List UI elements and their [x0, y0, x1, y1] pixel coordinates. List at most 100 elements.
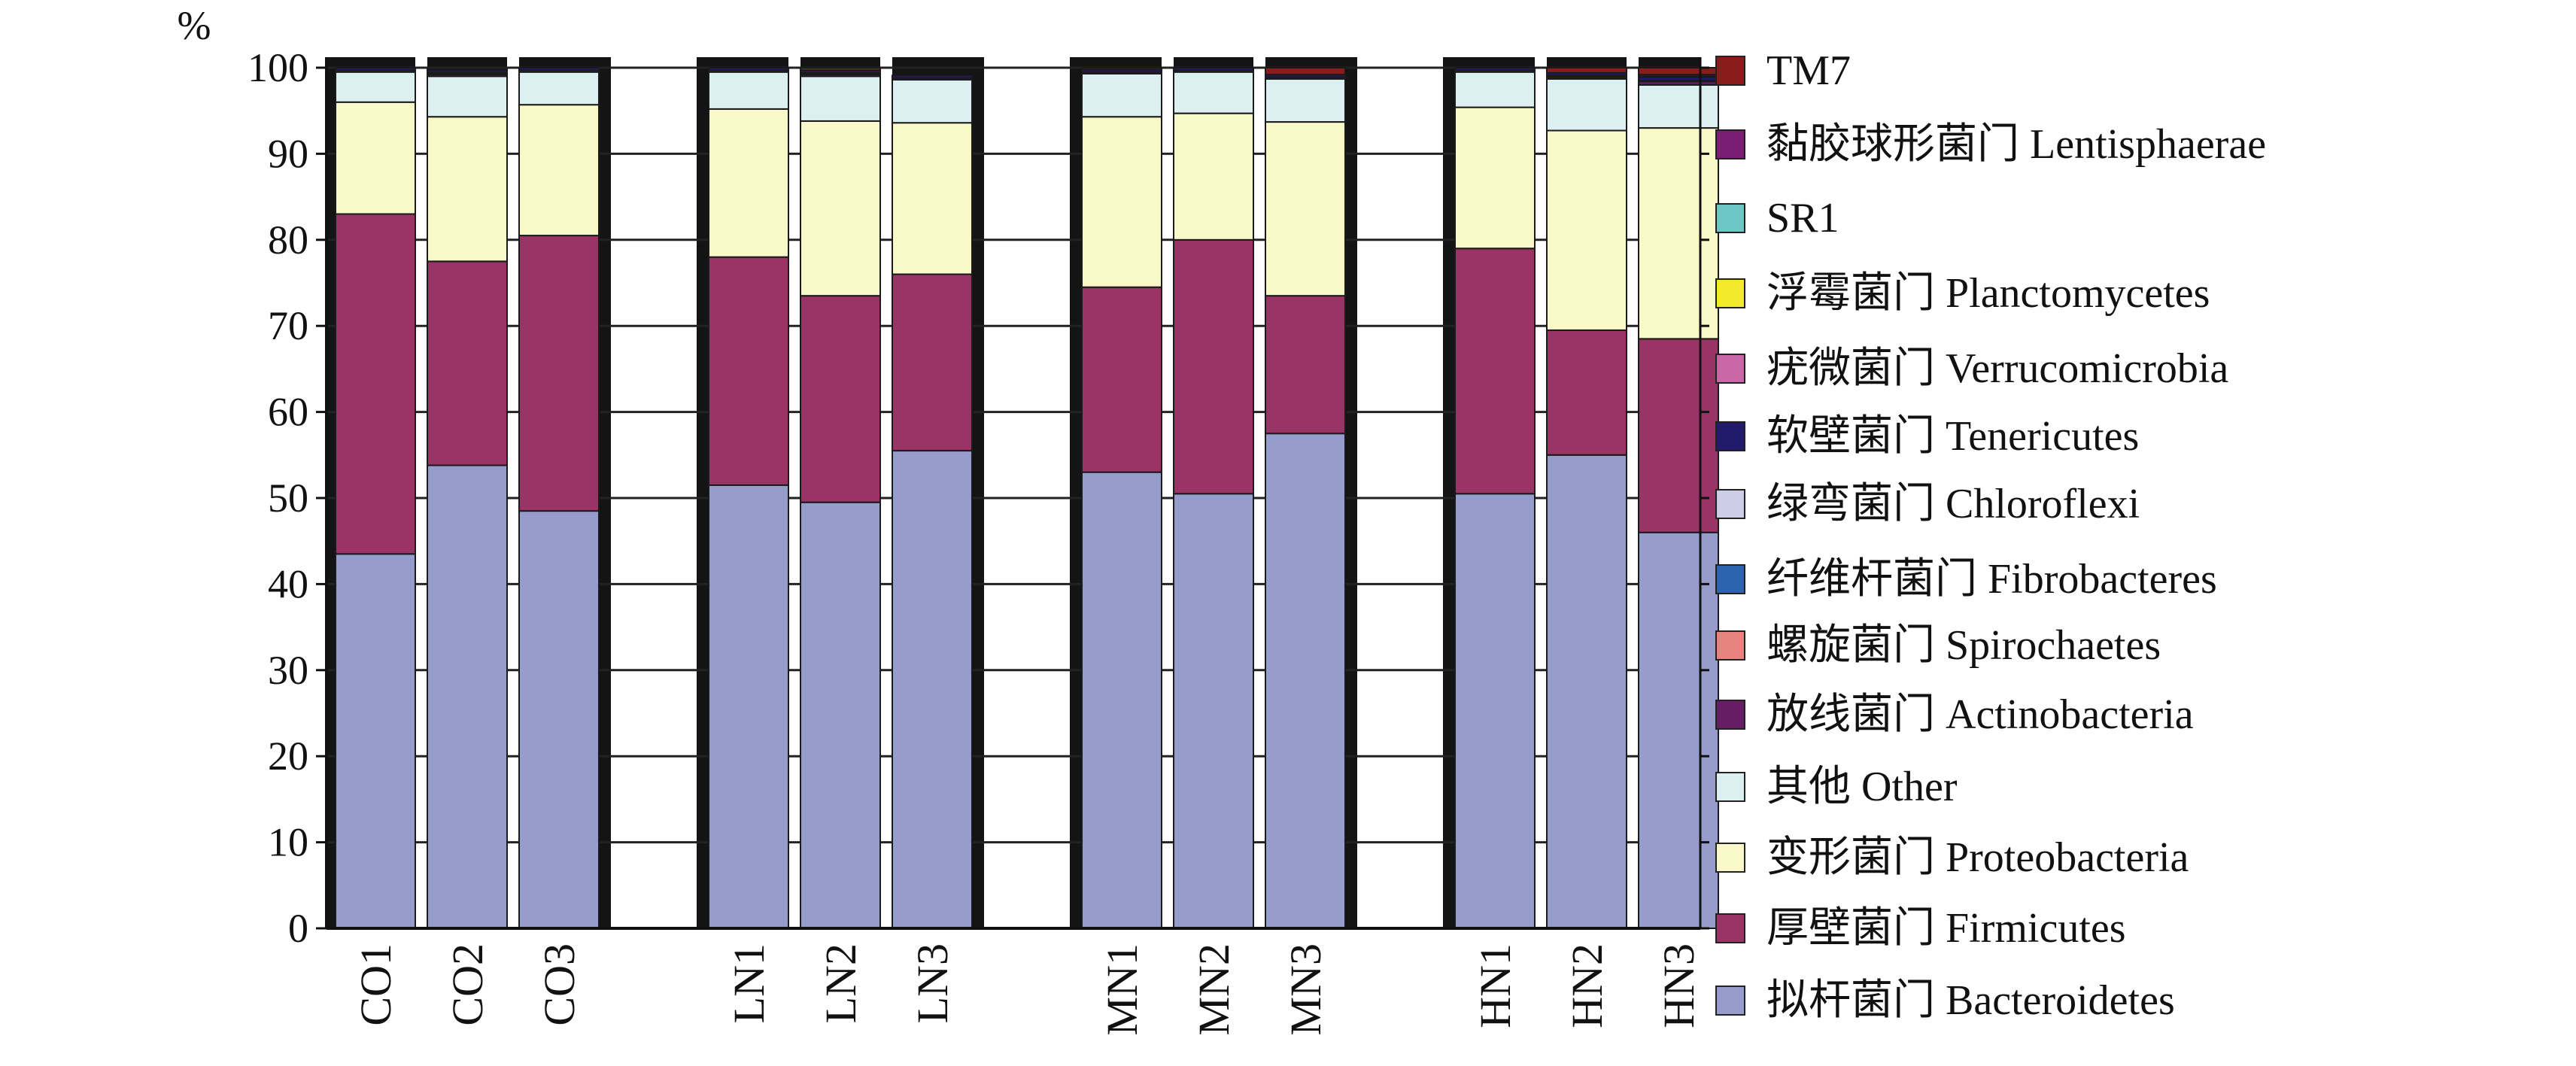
- legend-label: 拟杆菌门 Bacteroidetes: [1766, 977, 2175, 1024]
- bar-segment: [335, 67, 416, 71]
- legend-swatch: [1715, 986, 1745, 1016]
- bars-layer: [335, 67, 1719, 929]
- x-tick-label: LN2: [816, 943, 865, 1023]
- legend-swatch: [1715, 129, 1745, 159]
- bar-gap: [1253, 57, 1265, 928]
- bar-segment: [800, 75, 881, 122]
- y-tick-label: 80: [268, 217, 308, 263]
- bar-segment: [335, 553, 416, 929]
- legend-label: 黏胶球形菌门 Lentisphaerae: [1766, 121, 2267, 168]
- bar-segment: [800, 501, 881, 929]
- legend-label: 变形菌门 Proteobacteria: [1766, 834, 2189, 881]
- axes-layer: 0 10 20 30 40 50 60 70 80 90 100 CO1 CO2 CO3 LN1 LN2 LN3…: [248, 45, 1709, 1035]
- legend-swatch: [1715, 700, 1745, 730]
- legend-label: 浮霉菌门 Planctomycetes: [1766, 270, 2210, 317]
- bar-segment: [1546, 129, 1627, 331]
- y-tick-label: 70: [268, 303, 308, 348]
- bar-segment: [1454, 106, 1536, 250]
- x-tick-label: HN1: [1471, 943, 1520, 1028]
- bar-segment: [1173, 493, 1254, 929]
- legend-label: 疣微菌门 Verrucomicrobia: [1766, 345, 2229, 392]
- legend-label: 纤维杆菌门 Fibrobacteres: [1766, 556, 2217, 603]
- bar-segment: [800, 120, 881, 297]
- bar-segment: [518, 71, 600, 106]
- x-tick-label: MN3: [1281, 943, 1330, 1035]
- x-tick-label: LN1: [724, 943, 773, 1023]
- bar-gap: [880, 57, 892, 928]
- bar-segment: [335, 101, 416, 215]
- bar-segment: [518, 235, 600, 512]
- bar-segment: [518, 67, 600, 71]
- legend-label: 放线菌门 Actinobacteria: [1766, 691, 2194, 738]
- legend-label: TM7: [1766, 47, 1851, 94]
- legend-swatch: [1715, 772, 1745, 802]
- bar-segment: [1173, 238, 1254, 495]
- bar-segment: [892, 122, 973, 275]
- x-tick-label: MN2: [1189, 943, 1238, 1035]
- legend-label: SR1: [1766, 195, 1839, 241]
- bar-gap: [415, 57, 427, 928]
- bar-segment: [1454, 493, 1536, 929]
- x-tick-label: CO2: [443, 943, 492, 1026]
- bar-segment: [708, 256, 789, 486]
- y-tick-label: 30: [268, 648, 308, 693]
- legend-swatch: [1715, 56, 1745, 86]
- bar-segment: [892, 273, 973, 452]
- bar-segment: [800, 67, 881, 71]
- bar-gap: [507, 57, 519, 928]
- bar-segment: [427, 116, 508, 263]
- legend-swatch: [1715, 203, 1745, 233]
- bar-segment: [1638, 127, 1719, 340]
- bar-segment: [800, 295, 881, 503]
- legend-swatch: [1715, 489, 1745, 519]
- x-tick-label: CO3: [535, 943, 584, 1026]
- y-tick-label: 60: [268, 390, 308, 435]
- legend-swatch: [1715, 843, 1745, 873]
- legend-swatch: [1715, 630, 1745, 661]
- bar-segment: [1081, 73, 1162, 118]
- bar-segment: [1081, 471, 1162, 929]
- bar-segment: [1638, 338, 1719, 533]
- y-tick-label: 0: [288, 906, 308, 951]
- group-separator: [1357, 57, 1443, 928]
- legend-label: 软壁菌门 Tenericutes: [1766, 413, 2140, 460]
- bar-segment: [892, 450, 973, 929]
- y-tick-label: 100: [248, 45, 308, 90]
- y-tick-label: 20: [268, 733, 308, 779]
- bar-segment: [1454, 248, 1536, 495]
- x-tick-label: LN3: [908, 943, 957, 1023]
- bar-segment: [708, 67, 789, 71]
- bar-segment: [1454, 71, 1536, 108]
- bar-segment: [427, 260, 508, 466]
- legend-swatch: [1715, 278, 1745, 308]
- bar-segment: [1265, 67, 1346, 76]
- bar-segment: [708, 71, 789, 110]
- x-tick-label: CO1: [351, 943, 400, 1026]
- legend-label: 螺旋菌门 Spirochaetes: [1766, 622, 2161, 669]
- legend-label: 厚壁菌门 Firmicutes: [1766, 905, 2126, 952]
- bar-segment: [1546, 77, 1627, 132]
- bar-segment: [518, 510, 600, 929]
- legend-swatch: [1715, 421, 1745, 451]
- y-tick-label: 90: [268, 131, 308, 176]
- bar-segment: [1454, 67, 1536, 71]
- bar-gap: [1627, 57, 1639, 928]
- x-tick-label: HN2: [1563, 943, 1612, 1028]
- y-tick-label: 40: [268, 561, 308, 606]
- bar-segment: [1173, 67, 1254, 71]
- bar-segment: [1265, 433, 1346, 929]
- legend-swatch: [1715, 354, 1745, 384]
- legend-label: 绿弯菌门 Chloroflexi: [1766, 481, 2140, 527]
- bar-segment: [1081, 286, 1162, 473]
- bar-segment: [708, 484, 789, 929]
- y-unit-label: %: [178, 3, 211, 48]
- bar-segment: [518, 104, 600, 237]
- bar-gap: [1535, 57, 1547, 928]
- bar-segment: [1265, 295, 1346, 435]
- bar-gap: [1162, 57, 1174, 928]
- bar-segment: [427, 68, 508, 71]
- x-tick-label: MN1: [1098, 943, 1147, 1035]
- bar-segment: [1173, 71, 1254, 114]
- y-tick-label: 50: [268, 475, 308, 521]
- bar-segment: [1638, 531, 1719, 929]
